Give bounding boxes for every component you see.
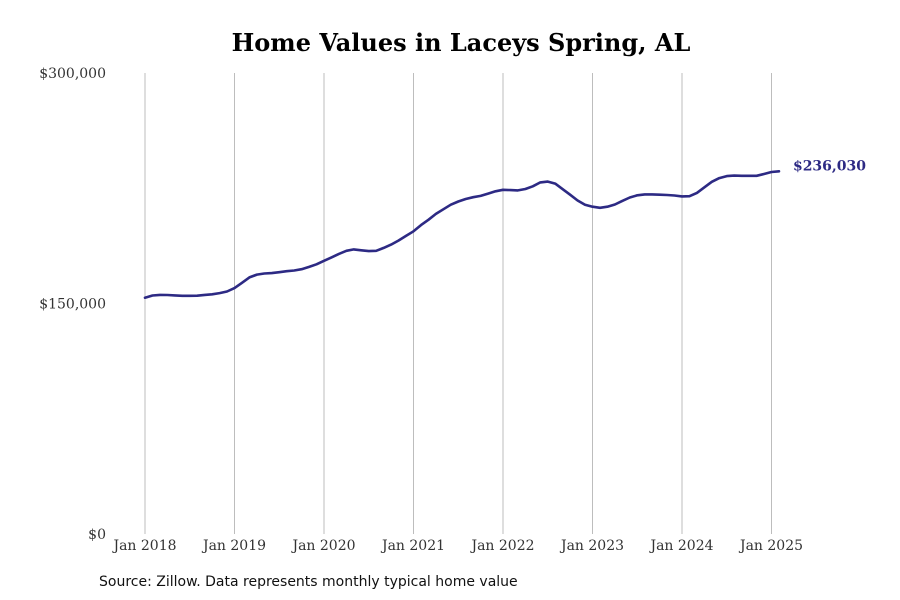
y-tick-label: $300,000 [39,66,106,82]
home-value-line [143,170,781,299]
x-tick-label: Jan 2023 [559,538,624,554]
x-tick-label: Jan 2018 [111,538,176,554]
last-value-label: $236,030 [793,158,866,174]
series-layer [143,170,781,299]
vertical-gridlines [144,73,772,534]
x-tick-label: Jan 2020 [290,538,355,554]
y-tick-label: $150,000 [39,297,106,313]
x-tick-label: Jan 2025 [738,538,803,554]
y-tick-label: $0 [88,527,106,543]
x-tick-label: Jan 2022 [469,538,534,554]
x-axis-tick-labels: Jan 2018 Jan 2019 Jan 2020 Jan 2021 Jan 2022… [111,538,803,554]
chart-title: Home Values in Laceys Spring, AL [232,28,691,57]
x-tick-label: Jan 2024 [648,538,713,554]
y-axis-tick-labels: $0 $150,000 $300,000 [39,66,106,543]
x-tick-label: Jan 2021 [380,538,445,554]
source-note: Source: Zillow. Data represents monthly … [99,574,518,590]
x-tick-label: Jan 2019 [201,538,266,554]
